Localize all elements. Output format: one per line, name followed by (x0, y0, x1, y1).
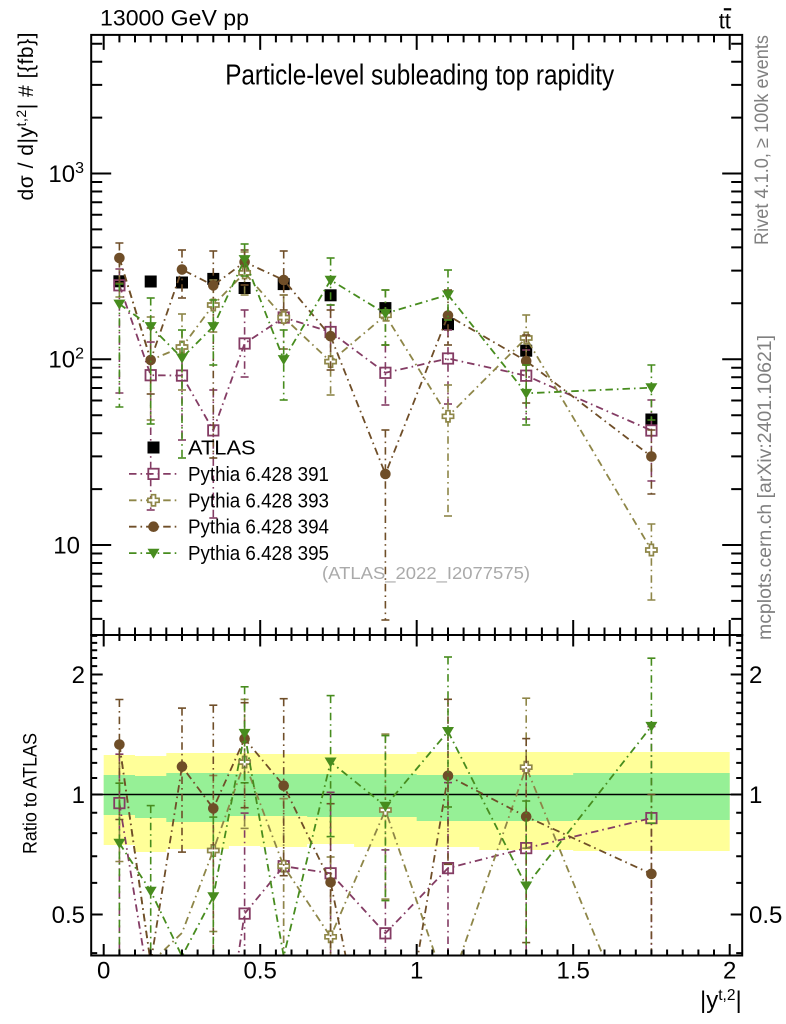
svg-text:mcplots.cern.ch [arXiv:2401.10: mcplots.cern.ch [arXiv:2401.10621] (755, 335, 776, 640)
svg-text:Pythia 6.428 391: Pythia 6.428 391 (188, 464, 329, 486)
svg-text:0.5: 0.5 (244, 958, 277, 985)
svg-text:1: 1 (72, 782, 85, 809)
svg-text:Particle-level subleading top: Particle-level subleading top rapidity (225, 60, 614, 92)
svg-text:1.5: 1.5 (557, 958, 590, 985)
svg-text:0.5: 0.5 (52, 902, 85, 929)
svg-text:2: 2 (72, 662, 85, 689)
svg-text:2: 2 (723, 958, 736, 985)
svg-text:Ratio to ATLAS: Ratio to ATLAS (20, 733, 42, 854)
svg-text:Pythia 6.428 393: Pythia 6.428 393 (188, 490, 329, 512)
svg-text:Pythia 6.428 394: Pythia 6.428 394 (188, 517, 329, 539)
svg-text:(ATLAS_2022_I2077575): (ATLAS_2022_I2077575) (322, 563, 530, 584)
svg-text:0: 0 (97, 958, 110, 985)
svg-text:ATLAS: ATLAS (188, 438, 256, 460)
svg-text:2: 2 (749, 662, 762, 689)
svg-text:tt: tt (719, 9, 731, 34)
svg-text:0.5: 0.5 (749, 902, 782, 929)
svg-text:1: 1 (749, 782, 762, 809)
svg-text:Pythia 6.428 395: Pythia 6.428 395 (188, 543, 329, 565)
svg-text:10: 10 (53, 533, 80, 560)
svg-text:1: 1 (410, 958, 423, 985)
svg-text:Rivet 4.1.0, ≥ 100k events: Rivet 4.1.0, ≥ 100k events (752, 35, 773, 245)
svg-text:13000 GeV pp: 13000 GeV pp (100, 6, 249, 31)
